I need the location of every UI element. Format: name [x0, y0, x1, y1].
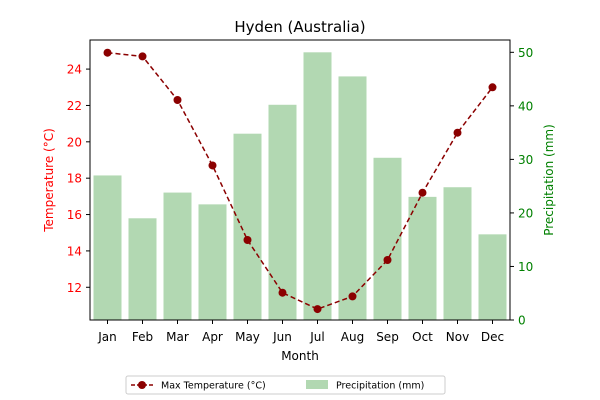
right-tick-label: 40 — [518, 99, 533, 113]
legend-marker-swatch — [138, 381, 146, 389]
precipitation-bar — [338, 76, 367, 320]
left-axis-ticks: 12 14 16 18 20 22 24 — [67, 63, 90, 295]
x-tick-label: Oct — [412, 330, 433, 344]
x-tick-label: Sep — [376, 330, 399, 344]
left-tick-label: 20 — [67, 135, 82, 149]
right-axis-label: Precipitation (mm) — [542, 124, 556, 236]
temperature-line-series — [103, 48, 497, 314]
left-tick-label: 22 — [67, 99, 82, 113]
x-tick-label: Feb — [132, 330, 153, 344]
right-tick-label: 30 — [518, 153, 533, 167]
legend: Max Temperature (°C) Precipitation (mm) — [125, 375, 446, 395]
precipitation-bars — [93, 52, 507, 321]
precipitation-bar — [478, 234, 507, 320]
x-tick-label: Jun — [272, 330, 292, 344]
temperature-marker — [208, 161, 217, 170]
precipitation-bar — [93, 175, 122, 320]
x-axis-ticks: Jan Feb Mar Apr May Jun Jul Aug Sep Oct Nov Dec — [97, 320, 504, 344]
precipitation-bar — [128, 218, 157, 320]
x-tick-label: Nov — [446, 330, 469, 344]
x-tick-label: May — [235, 330, 260, 344]
legend-bar-swatch — [306, 380, 328, 389]
x-tick-label: Apr — [202, 330, 223, 344]
precipitation-bar — [408, 196, 437, 320]
legend-box — [125, 375, 446, 395]
legend-label-temperature: Max Temperature (°C) — [161, 381, 266, 392]
precipitation-bar — [443, 187, 472, 320]
precipitation-bar — [268, 104, 297, 320]
x-tick-label: Jul — [309, 330, 324, 344]
x-tick-label: Dec — [481, 330, 504, 344]
precipitation-bar — [373, 157, 402, 320]
temperature-marker — [313, 305, 322, 314]
temperature-marker — [278, 288, 287, 297]
right-tick-label: 50 — [518, 46, 533, 60]
temperature-marker — [418, 188, 427, 197]
left-axis-label: Temperature (°C) — [42, 128, 56, 233]
left-tick-label: 14 — [67, 244, 82, 258]
x-axis-label: Month — [281, 349, 319, 363]
left-tick-label: 24 — [67, 63, 82, 77]
x-tick-label: Aug — [341, 330, 364, 344]
temperature-marker — [383, 256, 392, 264]
temperature-marker — [103, 48, 112, 57]
legend-label-precipitation: Precipitation (mm) — [336, 381, 424, 392]
temperature-marker — [173, 96, 182, 104]
precipitation-bar — [163, 192, 192, 320]
left-tick-label: 18 — [67, 172, 82, 186]
chart-title: Hyden (Australia) — [234, 18, 365, 36]
temperature-line — [107, 51, 494, 310]
precipitation-bar — [198, 204, 227, 320]
temperature-marker — [138, 52, 147, 61]
right-axis-ticks: 0 10 20 30 40 50 — [510, 46, 533, 328]
right-tick-label: 20 — [518, 206, 533, 220]
precipitation-bar — [303, 52, 332, 321]
right-tick-label: 0 — [518, 314, 526, 328]
x-tick-label: Mar — [166, 330, 189, 344]
temperature-marker — [348, 292, 357, 301]
temperature-marker — [243, 236, 252, 244]
left-tick-label: 12 — [67, 281, 82, 295]
right-tick-label: 10 — [518, 260, 533, 274]
temperature-marker — [488, 83, 497, 92]
x-tick-label: Jan — [97, 330, 117, 344]
plot-frame — [89, 39, 511, 321]
precipitation-bar — [233, 133, 262, 320]
left-tick-label: 16 — [67, 208, 82, 222]
temperature-marker — [453, 128, 462, 137]
